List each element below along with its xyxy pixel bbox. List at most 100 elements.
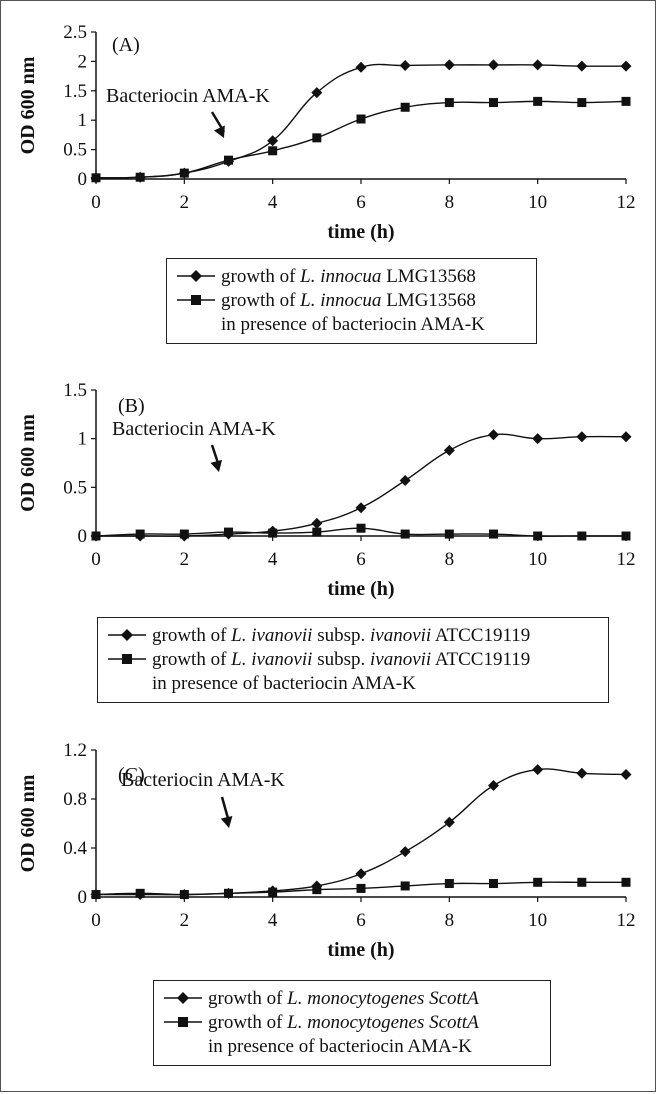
- legend-subspecies: ivanovii: [369, 649, 432, 670]
- x-tick-label: 2: [180, 910, 190, 931]
- square-marker-icon: [108, 654, 146, 664]
- legend-panel-b: growth of L. ivanovii subsp. ivanovii AT…: [97, 617, 609, 703]
- data-point-square: [400, 529, 410, 539]
- data-point-diamond: [399, 60, 411, 72]
- legend-text: in presence of bacteriocin AMA-K: [208, 1036, 472, 1057]
- data-point-diamond: [267, 135, 279, 147]
- data-point-square: [577, 98, 587, 108]
- data-point-square: [224, 527, 233, 537]
- x-tick-label: 10: [528, 192, 547, 213]
- data-point-square: [356, 114, 366, 124]
- y-tick-label: 1.5: [63, 380, 87, 401]
- data-point-square: [444, 879, 454, 889]
- legend-species: L. innocua: [300, 290, 382, 311]
- data-point-square: [268, 146, 278, 156]
- data-point-square: [312, 885, 322, 895]
- data-point-square: [489, 98, 498, 108]
- x-tick-label: 8: [445, 192, 455, 213]
- data-point-square: [621, 531, 631, 541]
- data-point-square: [179, 529, 189, 539]
- data-point-square: [577, 531, 587, 541]
- x-tick-label: 10: [528, 910, 547, 931]
- legend-species: L. ivanovii: [231, 625, 313, 646]
- data-point-square: [312, 527, 322, 537]
- x-tick-label: 8: [445, 549, 455, 570]
- data-point-square: [135, 529, 145, 539]
- y-axis-label: OD 600 nm: [17, 414, 39, 512]
- legend-subspecies: ivanovii: [369, 625, 432, 646]
- y-axis-label: OD 600 nm: [17, 774, 39, 872]
- legend-text: growth of: [221, 290, 301, 311]
- legend-text: growth of: [152, 649, 232, 670]
- legend-species: L. ivanovii: [231, 649, 313, 670]
- y-tick-label: 2: [78, 51, 88, 72]
- data-point-diamond: [355, 61, 367, 73]
- data-point-square: [91, 173, 101, 183]
- data-point-diamond: [576, 767, 588, 779]
- y-tick-label: 0: [78, 526, 88, 547]
- data-point-square: [268, 887, 278, 897]
- data-point-diamond: [576, 431, 588, 443]
- legend-species: L. monocytogenes ScottA: [287, 1012, 479, 1033]
- data-point-square: [444, 98, 454, 108]
- x-tick-label: 2: [180, 549, 190, 570]
- data-point-diamond: [488, 59, 499, 71]
- y-tick-label: 2.5: [63, 22, 87, 43]
- legend-text: ATCC19119: [431, 649, 531, 670]
- panel-label: (C): [118, 764, 145, 786]
- legend-text: growth of: [208, 1012, 288, 1033]
- data-point-square: [489, 529, 498, 539]
- data-point-diamond: [488, 780, 499, 792]
- legend-text: ATCC19119: [431, 625, 531, 646]
- chart-panel-b: 0 0.5 1 1.5 0 2 4 6 8 10 12 time (h) OD 600 nm (B)Bac…: [17, 380, 636, 600]
- data-point-diamond: [620, 431, 632, 443]
- data-point-diamond: [443, 59, 455, 71]
- legend-entry-square: growth of L. innocua LMG13568 in presenc…: [177, 289, 526, 337]
- panel-label: (B): [118, 395, 145, 417]
- data-point-square: [533, 96, 543, 106]
- legend-entry-diamond: growth of L. innocua LMG13568: [177, 265, 526, 289]
- x-tick-label: 8: [445, 910, 455, 931]
- data-point-square: [533, 877, 543, 887]
- data-point-diamond: [311, 517, 323, 529]
- legend-text: LMG13568: [381, 290, 476, 311]
- legend-text: in presence of bacteriocin AMA-K: [221, 314, 485, 335]
- x-tick-label: 4: [268, 549, 278, 570]
- series-line-square: [95, 100, 627, 179]
- y-tick-label: 1: [78, 429, 88, 450]
- data-point-square: [577, 877, 587, 887]
- legend-entry-diamond: growth of L. ivanovii subsp. ivanovii AT…: [108, 624, 598, 648]
- data-point-diamond: [443, 816, 455, 828]
- data-point-diamond: [355, 868, 367, 880]
- series-line-diamond: [96, 433, 627, 537]
- x-tick-label: 0: [91, 549, 101, 570]
- x-tick-label: 10: [528, 549, 547, 570]
- x-tick-label: 4: [268, 910, 278, 931]
- x-tick-label: 6: [356, 192, 366, 213]
- data-point-diamond: [532, 433, 544, 445]
- legend-text: subsp.: [312, 625, 370, 646]
- x-tick-label: 4: [268, 192, 278, 213]
- diamond-marker-icon: [164, 992, 202, 1004]
- chart-panel-a: 0 0.5 1 1.5 2 2.5 0 2 4 6 8 10 12 time (h) OD 600 nm (A…: [17, 22, 636, 243]
- legend-entry-square: growth of L. ivanovii subsp. ivanovii AT…: [108, 648, 598, 696]
- x-tick-label: 6: [356, 910, 366, 931]
- arrow-head-icon: [210, 459, 223, 472]
- y-tick-label: 0.5: [63, 477, 87, 498]
- legend-text: growth of: [152, 625, 232, 646]
- legend-species: L. monocytogenes ScottA: [287, 988, 479, 1009]
- x-axis-label: time (h): [327, 939, 394, 961]
- data-point-square: [444, 529, 454, 539]
- y-tick-label: 1.5: [63, 81, 87, 102]
- data-point-diamond: [399, 475, 411, 487]
- chart-panel-c: 0 0.4 0.8 1.2 0 2 4 6 8 10 12 time (h) OD 600 nm (C)B…: [17, 740, 636, 961]
- data-point-square: [91, 890, 101, 900]
- legend-text: growth of: [221, 266, 301, 287]
- legend-species: L. innocua: [300, 266, 382, 287]
- legend-text: subsp.: [312, 649, 370, 670]
- x-tick-label: 12: [617, 192, 636, 213]
- data-point-square: [489, 879, 498, 889]
- data-point-square: [356, 883, 366, 893]
- diamond-marker-icon: [108, 629, 146, 641]
